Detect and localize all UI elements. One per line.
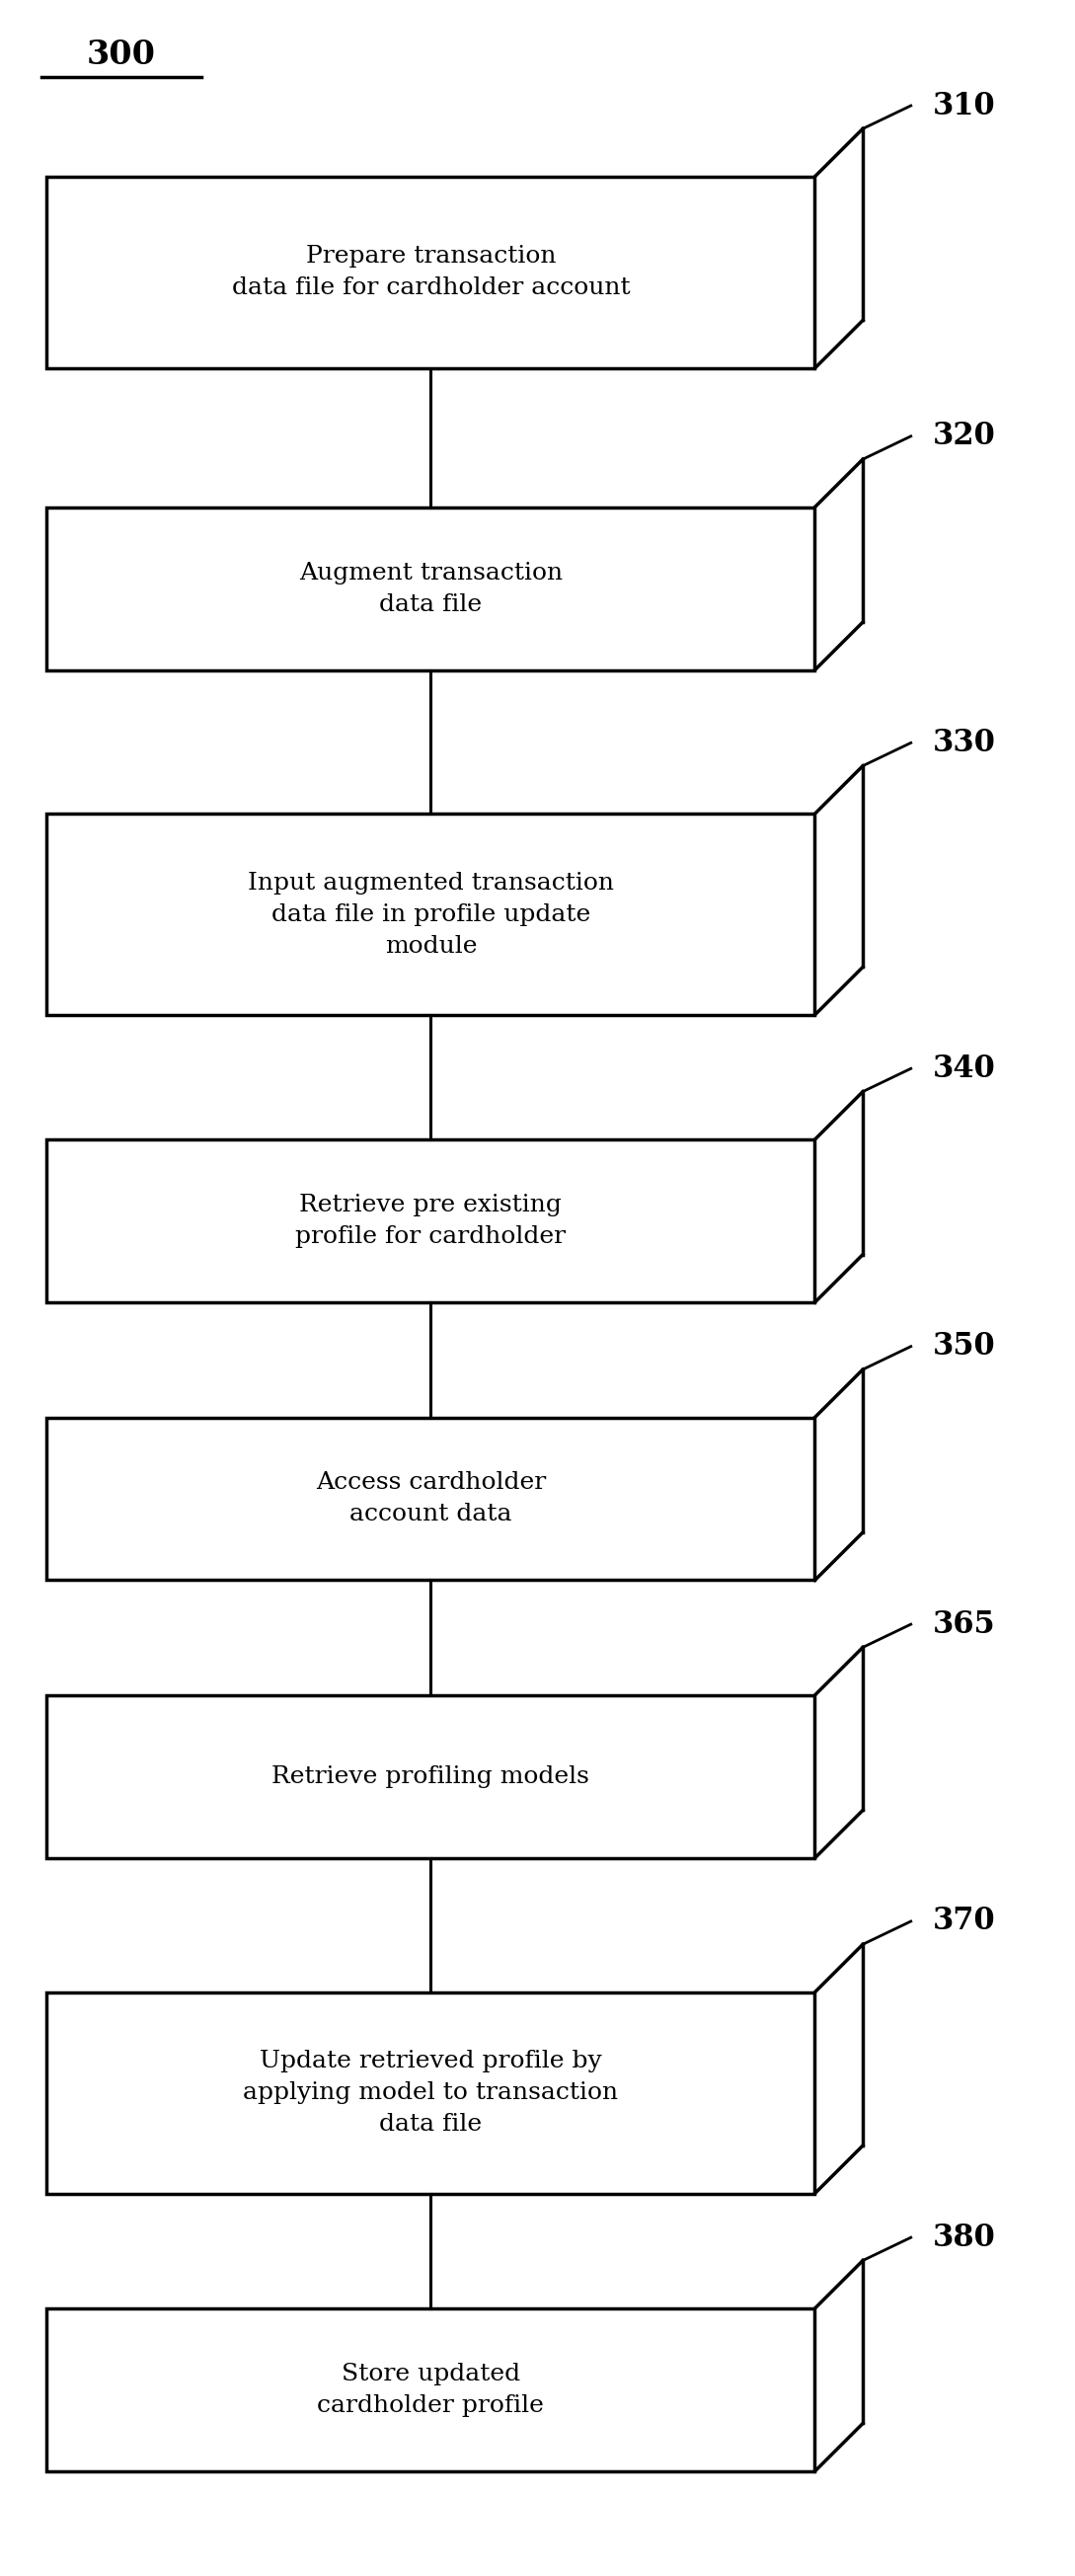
Text: 365: 365 bbox=[932, 1610, 995, 1638]
Bar bbox=[47, 1139, 815, 1303]
Text: 300: 300 bbox=[87, 39, 156, 72]
Bar bbox=[47, 1417, 815, 1579]
Text: Augment transaction
data file: Augment transaction data file bbox=[299, 562, 562, 616]
Bar bbox=[47, 2308, 815, 2470]
Text: Input augmented transaction
data file in profile update
module: Input augmented transaction data file in… bbox=[247, 871, 614, 958]
Text: 330: 330 bbox=[932, 726, 995, 757]
Text: Retrieve pre existing
profile for cardholder: Retrieve pre existing profile for cardho… bbox=[296, 1193, 567, 1249]
Bar bbox=[47, 178, 815, 368]
Text: Store updated
cardholder profile: Store updated cardholder profile bbox=[317, 2362, 544, 2416]
Bar bbox=[47, 1991, 815, 2192]
Text: 340: 340 bbox=[932, 1054, 995, 1084]
Text: Access cardholder
account data: Access cardholder account data bbox=[316, 1471, 546, 1525]
Text: Retrieve profiling models: Retrieve profiling models bbox=[272, 1765, 590, 1788]
Text: 350: 350 bbox=[932, 1332, 995, 1363]
Text: 370: 370 bbox=[932, 1906, 995, 1937]
Text: 320: 320 bbox=[932, 420, 995, 451]
Bar bbox=[47, 814, 815, 1015]
Text: Update retrieved profile by
applying model to transaction
data file: Update retrieved profile by applying mod… bbox=[243, 2050, 618, 2136]
Text: Prepare transaction
data file for cardholder account: Prepare transaction data file for cardho… bbox=[231, 245, 630, 299]
Text: 310: 310 bbox=[932, 90, 995, 121]
Bar bbox=[47, 507, 815, 670]
Bar bbox=[47, 1695, 815, 1857]
Text: 380: 380 bbox=[932, 2223, 995, 2254]
